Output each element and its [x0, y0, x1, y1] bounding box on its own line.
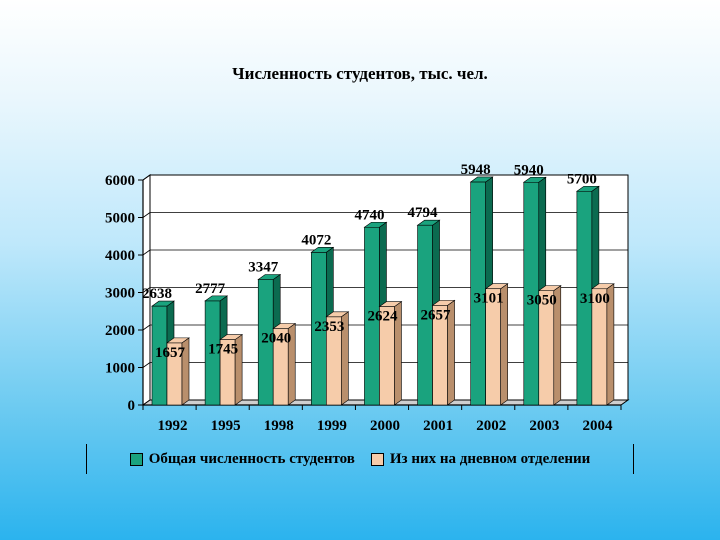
bar-total-top [151, 300, 175, 307]
data-label-daytime: 2353 [314, 319, 344, 335]
gridline-side [142, 212, 151, 218]
x-tick-label: 2003 [529, 418, 559, 434]
x-tick-label: 2002 [476, 418, 506, 434]
x-tick-label: 1995 [211, 418, 241, 434]
data-label-total: 2638 [142, 286, 172, 302]
bar-total-top [469, 176, 494, 183]
data-label-total: 5948 [461, 162, 491, 178]
y-tick-label: 0 [128, 398, 136, 414]
legend-label-total: Общая численность студентов [148, 450, 355, 467]
gridline-side [142, 324, 151, 331]
gridline-side [142, 362, 151, 368]
bar-total-top [310, 247, 335, 253]
gridline-side [142, 249, 151, 256]
data-label-daytime: 1745 [208, 342, 238, 358]
bar-daytime-top [272, 323, 297, 329]
data-label-total: 5940 [514, 162, 544, 178]
y-tick-label: 1000 [105, 361, 135, 377]
bar-total-top [257, 274, 282, 280]
data-label-daytime: 3101 [474, 291, 504, 307]
bar-daytime-top [590, 283, 615, 290]
data-label-daytime: 2657 [421, 307, 452, 323]
legend-swatch-total [129, 452, 143, 466]
data-label-daytime: 3050 [527, 293, 557, 309]
bar-total-top [575, 185, 600, 192]
x-tick-label: 1998 [264, 418, 294, 434]
y-tick-label: 6000 [105, 173, 135, 189]
legend-label-daytime: Из них на дневном отделении [389, 450, 591, 467]
bar-daytime-top [378, 301, 403, 307]
chart-legend: Общая численность студентов Из них на дн… [86, 444, 634, 474]
x-tick-label: 2001 [423, 418, 453, 434]
bar-total-top [363, 221, 388, 228]
bar-daytime-top [166, 337, 190, 344]
data-label-total: 3347 [248, 259, 279, 275]
bar-daytime-top [537, 285, 562, 291]
bar-daytime-top [325, 311, 350, 318]
data-label-daytime: 1657 [155, 345, 186, 361]
data-label-total: 5700 [567, 171, 597, 187]
gridline-side [142, 287, 151, 293]
x-tick-label: 2000 [370, 418, 400, 434]
legend-swatch-daytime [370, 452, 384, 466]
bar-total-top [416, 219, 441, 226]
chart-title: Численность студентов, тыс. чел. [232, 64, 488, 83]
data-label-daytime: 2624 [367, 309, 398, 325]
bar-total-top [522, 176, 547, 183]
data-label-total: 2777 [195, 281, 226, 297]
bar-daytime-top [431, 300, 456, 306]
y-tick-label: 2000 [105, 323, 135, 339]
y-tick-label: 4000 [105, 248, 135, 264]
bar-daytime-top [219, 334, 244, 340]
legend-item-daytime: Из них на дневном отделении [370, 450, 591, 468]
data-label-daytime: 2040 [261, 331, 291, 347]
bar-daytime-top [484, 283, 509, 290]
y-tick-label: 5000 [105, 211, 135, 227]
gridline-side [142, 174, 151, 181]
x-tick-label: 1999 [317, 418, 347, 434]
legend-item-total: Общая численность студентов [129, 450, 355, 468]
y-tick-label: 3000 [105, 286, 135, 302]
bar-total-top [204, 295, 229, 302]
data-label-total: 4794 [408, 205, 439, 221]
x-tick-label: 2004 [582, 418, 613, 434]
data-label-daytime: 3100 [580, 291, 610, 307]
data-label-total: 4740 [354, 207, 384, 223]
data-label-total: 4072 [301, 232, 331, 248]
x-tick-label: 1992 [158, 418, 188, 434]
